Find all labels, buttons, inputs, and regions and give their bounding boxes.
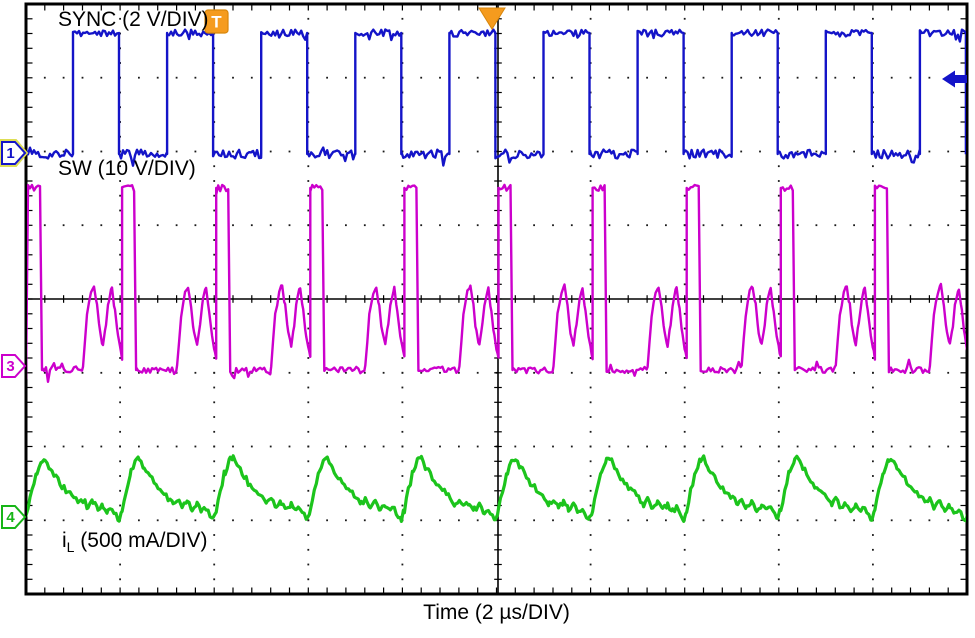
trace-sync: [27, 28, 966, 167]
svg-text:3: 3: [6, 358, 14, 375]
trace-sw: [27, 183, 966, 383]
svg-text:4: 4: [6, 509, 15, 526]
time-axis-label: Time (2 µs/DIV): [423, 601, 570, 624]
channel-4-marker[interactable]: 4: [1, 505, 27, 529]
trigger-source-badge[interactable]: T: [204, 9, 229, 34]
svg-text:1: 1: [6, 145, 14, 162]
channel-3-marker[interactable]: 3: [1, 354, 27, 378]
trigger-position-triangle[interactable]: [478, 7, 506, 30]
trigger-level-arrow[interactable]: [942, 70, 967, 88]
channel-1-marker[interactable]: 1: [0, 139, 29, 167]
il-trace-label: iL (500 mA/DIV): [62, 529, 208, 556]
sync-trace-label: SYNC (2 V/DIV): [58, 8, 209, 31]
sw-trace-label: SW (10 V/DIV): [58, 157, 196, 180]
svg-text:T: T: [211, 13, 222, 32]
trace-il: [27, 454, 966, 523]
